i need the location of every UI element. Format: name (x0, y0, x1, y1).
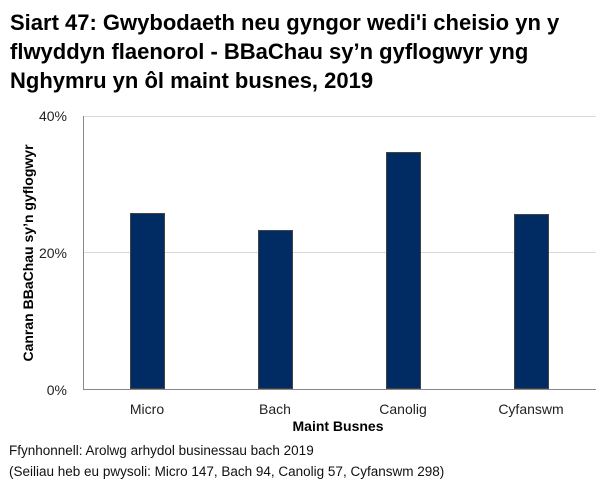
bar-cyfanswm (514, 213, 549, 389)
y-tick-20: 20% (38, 245, 67, 261)
x-tick-canolig: Canolig (379, 401, 427, 417)
bar-micro (130, 212, 165, 389)
x-tick-cyfanswm: Cyfanswm (498, 401, 564, 417)
bases-note: (Seiliau heb eu pwysoli: Micro 147, Bach… (9, 464, 445, 479)
bar-bach (258, 229, 293, 389)
y-axis-label: Canran BBaChau sy’n gyflogwyr (20, 144, 36, 362)
chart-title: Siart 47: Gwybodaeth neu gyngor wedi'i c… (10, 10, 560, 93)
y-tick-0: 0% (46, 382, 67, 398)
x-axis-label: Maint Busnes (292, 418, 384, 434)
plot-area (83, 116, 596, 390)
bar-canolig (386, 152, 421, 389)
x-tick-bach: Bach (259, 401, 291, 417)
source-note: Ffynhonnell: Arolwg arhydol businessau b… (9, 443, 314, 458)
gridline-20 (84, 252, 596, 253)
gridline-40 (84, 116, 596, 117)
x-tick-micro: Micro (129, 401, 165, 417)
y-tick-40: 40% (38, 108, 67, 124)
